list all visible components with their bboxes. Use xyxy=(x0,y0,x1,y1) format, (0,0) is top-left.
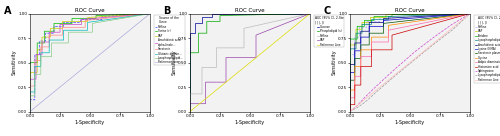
Legend: Glucose, Phospholipid (s), Rafline, SAP, Reference Line: Glucose, Phospholipid (s), Rafline, SAP,… xyxy=(314,15,344,47)
Legend: Rafline, SAP, Toridine, Lysophospholipid acid, Arachidonic acid, Lysine (NMA), S: Rafline, SAP, Toridine, Lysophospholipid… xyxy=(474,15,500,83)
Title: ROC Curve: ROC Curve xyxy=(75,7,105,13)
Title: ROC Curve: ROC Curve xyxy=(395,7,425,13)
Text: C: C xyxy=(324,6,331,16)
Text: B: B xyxy=(164,6,171,16)
Text: A: A xyxy=(4,6,11,16)
Title: ROC Curve: ROC Curve xyxy=(235,7,265,13)
Y-axis label: Sensitivity: Sensitivity xyxy=(332,50,336,75)
Legend: Rafline, Torine (r), SAP, Arachidonic acid
alpha-linole..., Serotonin, Glutaric : Rafline, Torine (r), SAP, Arachidonic ac… xyxy=(154,15,184,65)
X-axis label: 1-Specificity: 1-Specificity xyxy=(235,120,265,125)
X-axis label: 1-Specificity: 1-Specificity xyxy=(395,120,425,125)
Y-axis label: Sensitivity: Sensitivity xyxy=(12,50,16,75)
Y-axis label: Sensitivity: Sensitivity xyxy=(172,50,176,75)
X-axis label: 1-Specificity: 1-Specificity xyxy=(75,120,105,125)
